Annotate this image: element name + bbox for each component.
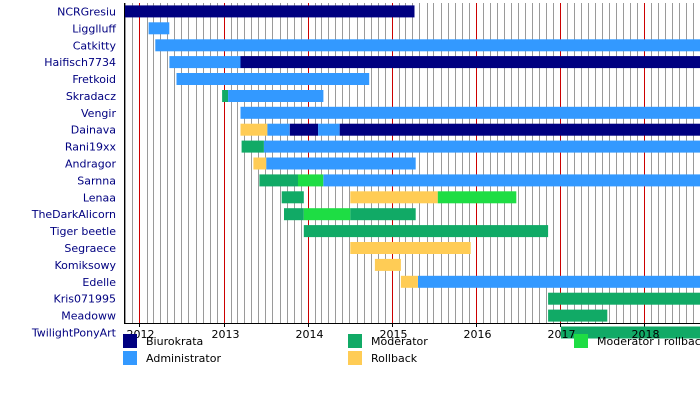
user-labels: NCRGresiu Ligglluff Catkitty Haifisch7734 Fr…	[31, 5, 117, 339]
bar-komiksowy-rollback	[374, 258, 401, 271]
bar-dainava-administrator	[318, 123, 340, 136]
x-tick-label: 2013	[212, 328, 240, 341]
bar-dainava-biurokrata	[339, 123, 700, 136]
bar-meadoww-moderator	[548, 309, 608, 322]
x-tick-label: 2018	[632, 328, 660, 341]
role-bars	[124, 5, 700, 339]
user-label: Lenaa	[83, 191, 116, 204]
bar-rani19xx-moderator	[241, 140, 264, 153]
bar-thedarkalicorn-moderator	[284, 208, 304, 221]
user-label: Edelle	[82, 276, 116, 289]
user-label: Fretkoid	[72, 73, 116, 86]
bar-thedarkalicorn-moderator-i-rollback	[303, 208, 351, 221]
user-label: Segraece	[64, 242, 116, 255]
x-tick-label: 2015	[380, 328, 408, 341]
user-label: Skradacz	[66, 90, 116, 103]
user-label: Komiksowy	[54, 259, 116, 272]
x-tick-label: 2012	[127, 328, 155, 341]
bar-kris071995-moderator	[548, 292, 700, 305]
user-label: Meadoww	[61, 310, 116, 323]
bar-catkitty-administrator	[155, 39, 700, 52]
year-tick-labels: 2012 2013 2014 2015 2016 2017 2018	[127, 328, 660, 341]
x-tick-label: 2016	[464, 328, 492, 341]
bar-vengir-administrator	[240, 106, 700, 119]
bar-tiger-beetle-moderator	[303, 225, 549, 238]
bar-lenaa-rollback	[350, 191, 438, 204]
bar-skradacz-moderator	[222, 90, 229, 102]
bar-skradacz-administrator	[228, 90, 324, 102]
bar-dainava-rollback	[240, 123, 268, 136]
user-label: Catkitty	[73, 39, 117, 52]
bar-edelle-rollback	[400, 275, 418, 288]
user-label: NCRGresiu	[57, 5, 116, 18]
bar-dainava-biurokrata	[289, 123, 319, 136]
user-label: Dainava	[71, 124, 116, 137]
bar-twilightponyart-moderator	[560, 326, 700, 339]
bar-segraece-rollback	[350, 242, 471, 254]
user-label: Tiger beetle	[49, 225, 116, 238]
bar-lenaa-moderator	[281, 191, 304, 204]
bar-ncrgresiu-biurokrata	[124, 5, 415, 18]
bar-andragor-administrator	[266, 157, 416, 170]
user-label: Andragor	[65, 158, 116, 171]
bar-fretkoid-administrator	[176, 73, 370, 85]
bar-sarnna-moderator-i-rollback	[298, 174, 324, 187]
bar-edelle-administrator	[418, 275, 700, 288]
bar-andragor-rollback	[253, 157, 267, 170]
user-label: TheDarkAlicorn	[31, 208, 116, 221]
user-label: Sarnna	[77, 174, 116, 187]
bar-thedarkalicorn-moderator	[350, 208, 416, 221]
user-label: Vengir	[81, 107, 116, 120]
x-tick-label: 2014	[296, 328, 324, 341]
bar-lenaa-moderator-i-rollback	[437, 191, 517, 204]
user-label: Ligglluff	[72, 22, 116, 35]
bar-sarnna-moderator	[259, 174, 299, 187]
user-label: Kris071995	[53, 293, 116, 306]
bar-haifisch7734-administrator	[169, 56, 241, 69]
bar-dainava-administrator	[267, 123, 290, 136]
bar-ligglluff-administrator	[148, 22, 170, 35]
bar-haifisch7734-biurokrata	[240, 56, 700, 69]
user-label: Haifisch7734	[44, 56, 116, 69]
x-tick-label: 2017	[548, 328, 576, 341]
user-label: TwilightPonyArt	[31, 327, 117, 340]
bar-rani19xx-administrator	[264, 140, 700, 153]
user-label: Rani19xx	[65, 141, 117, 154]
bar-sarnna-administrator	[323, 174, 700, 187]
